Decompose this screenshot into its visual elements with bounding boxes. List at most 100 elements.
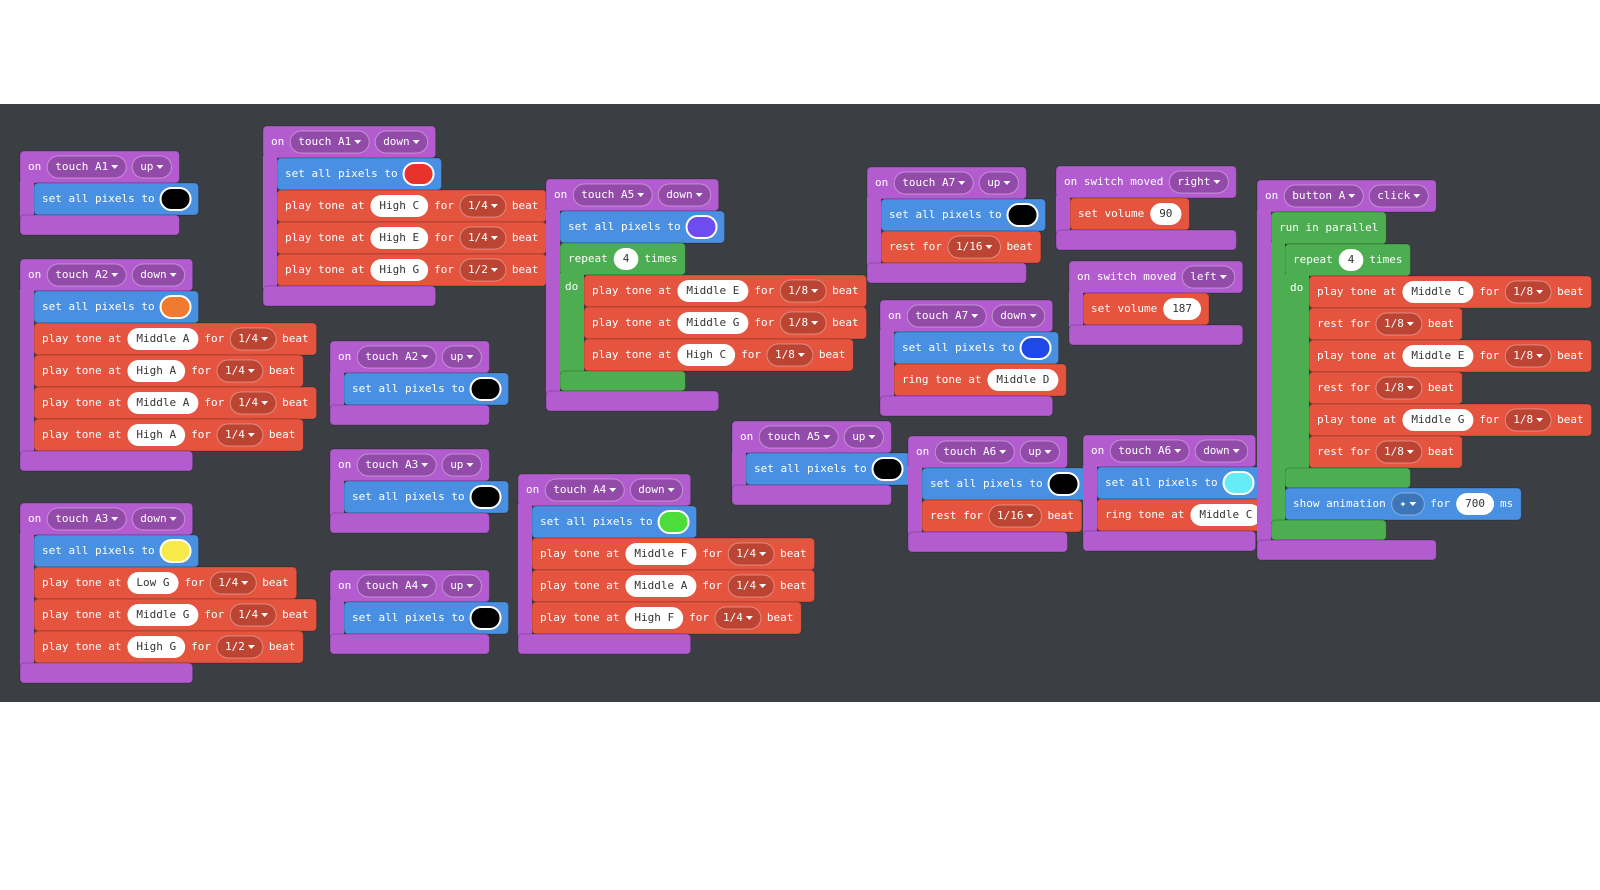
field[interactable] <box>1402 281 1474 303</box>
field[interactable] <box>1456 493 1495 515</box>
dropdown[interactable] <box>216 423 264 447</box>
dropdown[interactable] <box>947 235 1001 259</box>
field[interactable] <box>127 604 199 626</box>
field-value[interactable]: Middle A <box>136 332 189 345</box>
dropdown[interactable] <box>779 311 827 335</box>
field[interactable] <box>1150 203 1182 225</box>
field[interactable] <box>1338 249 1364 271</box>
dropdown[interactable] <box>356 453 437 477</box>
field[interactable] <box>127 636 186 658</box>
dropdown-label[interactable]: 1/4 <box>723 611 743 624</box>
dropdown[interactable] <box>1181 265 1236 289</box>
field[interactable] <box>677 280 749 302</box>
field-value[interactable]: 187 <box>1172 302 1192 315</box>
dropdown-label[interactable]: 1/8 <box>1513 285 1533 298</box>
dropdown-label[interactable]: 1/4 <box>238 608 258 621</box>
dropdown-label[interactable]: 1/16 <box>997 509 1024 522</box>
dropdown-label[interactable]: touch A3 <box>365 458 418 471</box>
dropdown[interactable] <box>229 391 277 415</box>
dropdown-label[interactable]: 1/2 <box>225 640 245 653</box>
field-value[interactable]: Middle E <box>686 284 739 297</box>
field-value[interactable]: High C <box>686 348 726 361</box>
dropdown-label[interactable]: 1/4 <box>736 579 756 592</box>
dropdown-label[interactable]: touch A4 <box>365 579 418 592</box>
field[interactable] <box>370 227 429 249</box>
dropdown[interactable] <box>727 542 775 566</box>
dropdown-label[interactable]: 1/4 <box>736 547 756 560</box>
field-value[interactable]: Middle G <box>686 316 739 329</box>
dropdown-label[interactable]: up <box>987 176 1000 189</box>
dropdown[interactable] <box>374 130 429 154</box>
dropdown-label[interactable]: 1/8 <box>788 316 808 329</box>
dropdown[interactable] <box>131 507 186 531</box>
dropdown-label[interactable]: touch A7 <box>902 176 955 189</box>
dropdown-label[interactable]: touch A5 <box>767 430 820 443</box>
dropdown-label[interactable]: 1/16 <box>956 240 983 253</box>
dropdown-label[interactable]: touch A1 <box>298 135 351 148</box>
dropdown[interactable] <box>1375 312 1423 336</box>
field-value[interactable]: Middle G <box>136 608 189 621</box>
field-value[interactable]: 4 <box>1348 253 1355 266</box>
field-value[interactable]: High G <box>136 640 176 653</box>
field[interactable] <box>1190 504 1262 526</box>
color-swatch[interactable] <box>1006 203 1039 227</box>
dropdown[interactable] <box>978 171 1019 195</box>
dropdown[interactable] <box>1019 440 1060 464</box>
field-value[interactable]: Middle C <box>1411 285 1464 298</box>
color-swatch[interactable] <box>469 485 502 509</box>
dropdown-label[interactable]: down <box>383 135 410 148</box>
dropdown[interactable] <box>356 345 437 369</box>
dropdown[interactable] <box>1368 184 1429 208</box>
field-value[interactable]: High E <box>379 231 419 244</box>
dropdown[interactable] <box>229 327 277 351</box>
dropdown[interactable] <box>779 279 827 303</box>
dropdown-label[interactable]: up <box>450 579 463 592</box>
field-value[interactable]: 4 <box>623 252 630 265</box>
color-swatch[interactable] <box>159 187 192 211</box>
field[interactable] <box>127 392 199 414</box>
dropdown[interactable] <box>1109 439 1190 463</box>
dropdown-label[interactable]: down <box>1203 444 1230 457</box>
dropdown-label[interactable]: 1/4 <box>468 199 488 212</box>
field-value[interactable]: Middle A <box>634 579 687 592</box>
field-value[interactable]: Low G <box>136 576 169 589</box>
dropdown[interactable] <box>1504 280 1552 304</box>
dropdown[interactable] <box>629 478 684 502</box>
field-value[interactable]: High F <box>634 611 674 624</box>
field-value[interactable]: Middle C <box>1199 508 1252 521</box>
dropdown[interactable] <box>441 453 482 477</box>
dropdown[interactable] <box>727 574 775 598</box>
field[interactable] <box>127 328 199 350</box>
dropdown-label[interactable]: button A <box>1292 189 1345 202</box>
color-swatch[interactable] <box>871 457 904 481</box>
dropdown[interactable] <box>657 183 712 207</box>
color-swatch[interactable] <box>1047 472 1080 496</box>
field[interactable] <box>127 424 186 446</box>
dropdown-label[interactable]: touch A6 <box>1118 444 1171 457</box>
field[interactable] <box>1402 345 1474 367</box>
field[interactable] <box>625 543 697 565</box>
color-swatch[interactable] <box>159 539 192 563</box>
color-swatch[interactable] <box>402 162 435 186</box>
dropdown[interactable] <box>934 440 1015 464</box>
dropdown[interactable] <box>766 343 814 367</box>
dropdown-label[interactable]: 1/4 <box>225 428 245 441</box>
field-value[interactable]: Middle D <box>996 373 1049 386</box>
field[interactable] <box>127 572 179 594</box>
dropdown-label[interactable]: down <box>140 512 167 525</box>
field[interactable] <box>613 248 639 270</box>
dropdown[interactable] <box>988 504 1042 528</box>
dropdown-label[interactable]: 1/4 <box>225 364 245 377</box>
field-value[interactable]: Middle E <box>1411 349 1464 362</box>
dropdown[interactable] <box>544 478 625 502</box>
dropdown-label[interactable]: up <box>140 160 153 173</box>
dropdown[interactable] <box>216 635 264 659</box>
field[interactable] <box>625 575 697 597</box>
dropdown-label[interactable]: 1/4 <box>238 396 258 409</box>
dropdown[interactable] <box>131 263 186 287</box>
dropdown[interactable] <box>216 359 264 383</box>
color-swatch[interactable] <box>469 377 502 401</box>
dropdown[interactable] <box>1504 408 1552 432</box>
field-value[interactable]: High G <box>379 263 419 276</box>
field[interactable] <box>370 195 429 217</box>
